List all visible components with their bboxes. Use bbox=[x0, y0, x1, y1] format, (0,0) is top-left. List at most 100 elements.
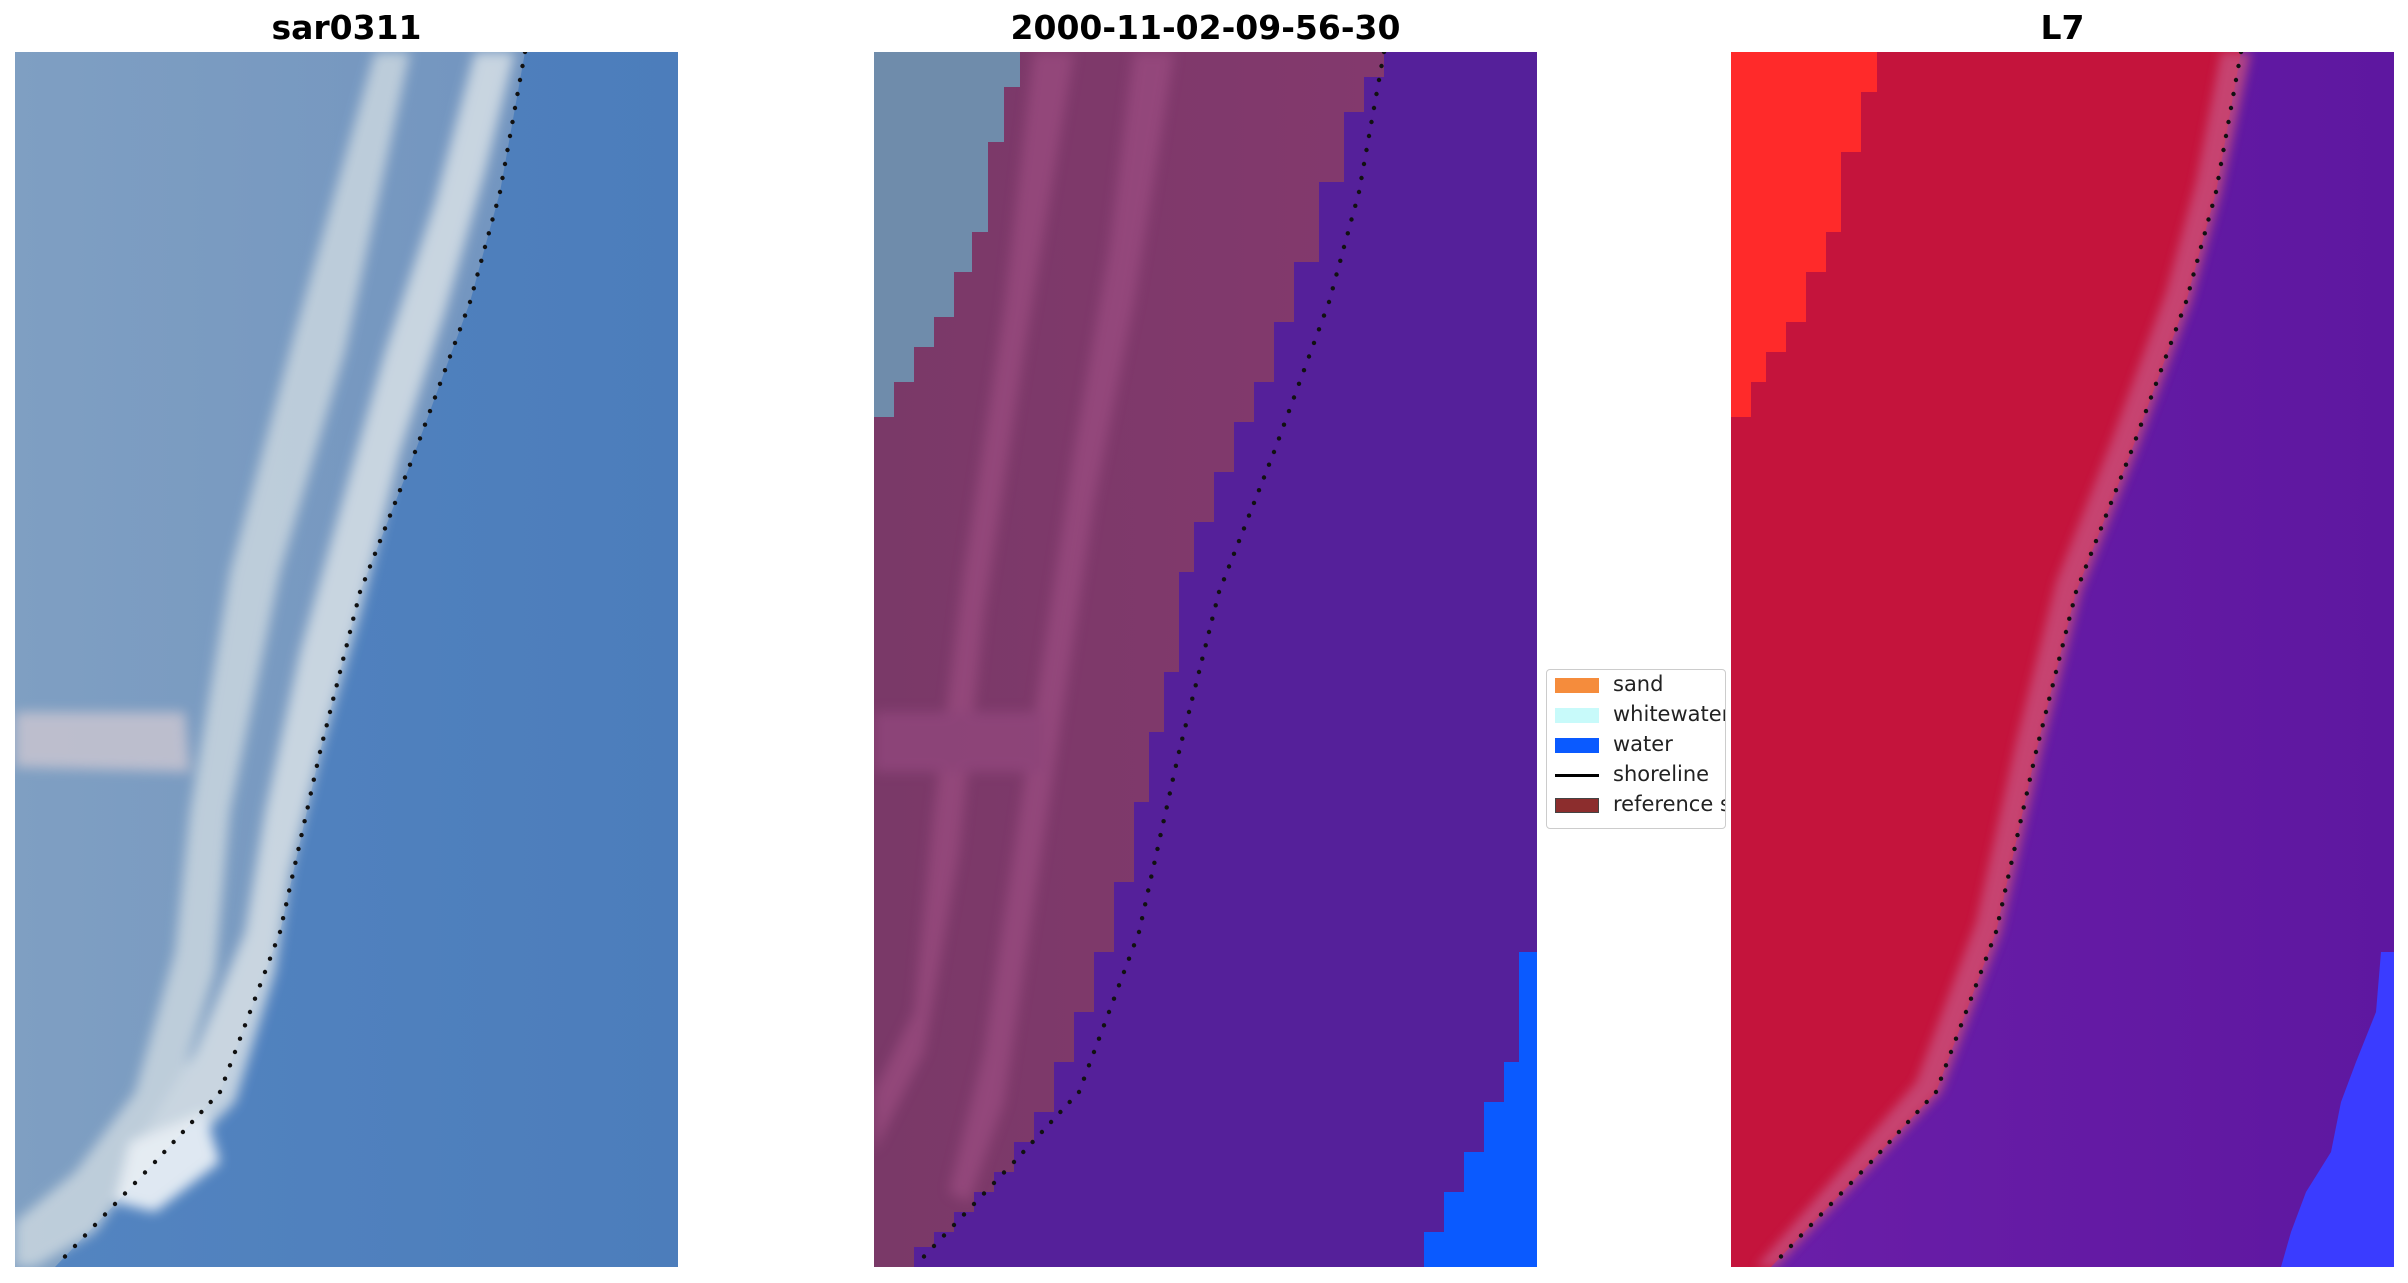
l7-shoreline-dot bbox=[1996, 916, 2002, 921]
rgb-shoreline-dot bbox=[467, 299, 473, 305]
l7-image-svg bbox=[1731, 52, 2394, 1267]
rgb-shoreline-dot bbox=[222, 1076, 228, 1081]
rgb-shoreline-dot bbox=[387, 513, 393, 518]
classified-shoreline-dot bbox=[1076, 1089, 1082, 1095]
classified-shoreline-dot bbox=[1096, 1036, 1102, 1041]
l7-shoreline-dot bbox=[2108, 500, 2114, 506]
classified-shoreline-dot bbox=[1143, 902, 1148, 907]
l7-shoreline-dot bbox=[1978, 969, 1984, 975]
rgb-shoreline-dot bbox=[422, 422, 428, 427]
rgb-shoreline-dot bbox=[331, 696, 336, 701]
rgb-shoreline-dot bbox=[237, 1036, 243, 1041]
rgb-shoreline-dot bbox=[497, 189, 503, 195]
l7-shoreline-dot bbox=[1868, 1159, 1874, 1165]
classified-shoreline-dot bbox=[1316, 327, 1322, 332]
l7-shoreline-dot bbox=[2206, 217, 2211, 222]
l7-shoreline-dot bbox=[2158, 368, 2164, 373]
rgb-shoreline-dot bbox=[337, 669, 343, 675]
rgb-shoreline-dot bbox=[92, 1222, 98, 1228]
l7-shoreline-dot bbox=[2037, 736, 2042, 741]
classified-shoreline-dot bbox=[1081, 1076, 1087, 1081]
rgb-shoreline-dot bbox=[397, 488, 403, 493]
classified-shoreline-dot bbox=[991, 1180, 997, 1186]
l7-shoreline-dot bbox=[2083, 564, 2089, 569]
rgb-shoreline-dot bbox=[392, 500, 398, 506]
classified-water-area bbox=[914, 52, 1537, 1267]
rgb-shoreline-dot bbox=[62, 1254, 68, 1259]
l7-shoreline-dot bbox=[2128, 449, 2134, 455]
l7-shoreline-dot bbox=[1878, 1149, 1883, 1155]
l7-shoreline-dot bbox=[2113, 488, 2119, 493]
l7-shoreline-dot bbox=[2003, 888, 2008, 893]
rgb-shoreline-dot bbox=[475, 272, 480, 277]
classified-shoreline-dot bbox=[1306, 354, 1312, 359]
legend-label-water: water bbox=[1613, 732, 1673, 756]
l7-shoreline-dot bbox=[1818, 1212, 1824, 1217]
classified-shoreline-dot bbox=[1226, 564, 1232, 569]
legend-item-sand: sand bbox=[1547, 670, 1725, 700]
classified-shoreline-dot bbox=[1176, 749, 1182, 755]
rgb-sea-area bbox=[55, 52, 678, 1267]
l7-shoreline-dot bbox=[2123, 462, 2129, 467]
classified-shoreline-dot bbox=[961, 1212, 967, 1217]
classified-shoreline-dot bbox=[1221, 577, 1227, 582]
classified-shoreline-dot bbox=[1067, 1099, 1072, 1105]
classified-shoreline-dot bbox=[1030, 1139, 1035, 1145]
classified-shoreline-dot bbox=[1155, 846, 1160, 852]
panel-title-l7: L7 bbox=[2040, 8, 2085, 47]
l7-shoreline-dot bbox=[2040, 723, 2045, 728]
classified-shoreline-dot bbox=[1011, 1159, 1017, 1165]
classified-shoreline-dot bbox=[1341, 244, 1347, 250]
classified-shoreline-dot bbox=[1359, 175, 1364, 181]
rgb-shoreline-dot bbox=[247, 1009, 253, 1015]
classified-shoreline-dot bbox=[1345, 231, 1350, 236]
legend-label-sand: sand bbox=[1613, 672, 1664, 696]
l7-shoreline-dot bbox=[2163, 354, 2169, 359]
l7-shoreline-dot bbox=[2153, 381, 2159, 386]
l7-shoreline-dot bbox=[2098, 526, 2104, 531]
rgb-shoreline-dot bbox=[287, 888, 292, 893]
classified-shoreline-dot bbox=[1379, 63, 1384, 69]
l7-blue-area bbox=[2281, 952, 2394, 1267]
legend-label-shoreline: shoreline bbox=[1613, 762, 1710, 786]
l7-shoreline-dot bbox=[2050, 683, 2055, 688]
classified-shoreline-dot bbox=[941, 1233, 947, 1238]
rgb-shoreline-dot bbox=[479, 258, 484, 263]
classified-shoreline-dot bbox=[1161, 819, 1166, 824]
l7-shoreline-dot bbox=[2063, 629, 2069, 635]
l7-shoreline-dot bbox=[2057, 656, 2062, 661]
rgb-shoreline-dot bbox=[457, 327, 463, 332]
legend-swatch-whitewater bbox=[1555, 708, 1599, 723]
legend-item-whitewater: whitewater bbox=[1547, 700, 1725, 730]
classified-shoreline-dot bbox=[1196, 669, 1202, 675]
l7-shoreline-dot bbox=[2103, 513, 2109, 518]
l7-shoreline-dot bbox=[2191, 272, 2196, 277]
l7-shoreline-dot bbox=[1953, 1036, 1959, 1041]
classified-shoreline-dot bbox=[1246, 513, 1252, 518]
rgb-shoreline-dot bbox=[284, 902, 289, 907]
classified-shoreline-dot bbox=[951, 1222, 957, 1228]
l7-shoreline-dot bbox=[1958, 1023, 1964, 1028]
l7-shoreline-dot bbox=[1798, 1233, 1804, 1238]
rgb-shoreline-dot bbox=[296, 846, 301, 852]
classified-shoreline-dot bbox=[1353, 203, 1358, 208]
legend: sand whitewater water shoreline referenc… bbox=[1546, 669, 1726, 829]
rgb-shoreline-dot bbox=[267, 956, 273, 961]
l7-shoreline-dot bbox=[2021, 805, 2026, 810]
rgb-shoreline-dot bbox=[277, 929, 283, 935]
l7-shoreline-dot bbox=[1938, 1076, 1944, 1081]
rgb-shoreline-dot bbox=[293, 860, 298, 865]
rgb-shoreline-dot bbox=[417, 436, 423, 441]
legend-swatch-sand bbox=[1555, 678, 1599, 693]
classified-shoreline-dot bbox=[1286, 408, 1292, 414]
rgb-shoreline-dot bbox=[347, 629, 353, 635]
rgb-shoreline-dot bbox=[321, 736, 326, 741]
l7-shoreline-dot bbox=[2093, 538, 2099, 544]
classified-shoreline-dot bbox=[921, 1254, 927, 1259]
l7-shoreline-dot bbox=[2173, 327, 2179, 332]
l7-shoreline-dot bbox=[2148, 395, 2154, 400]
rgb-shoreline-dot bbox=[402, 475, 408, 480]
l7-shoreline-dot bbox=[1924, 1099, 1929, 1105]
classified-shoreline-dot bbox=[1271, 449, 1277, 455]
classified-shoreline-dot bbox=[1167, 791, 1172, 796]
